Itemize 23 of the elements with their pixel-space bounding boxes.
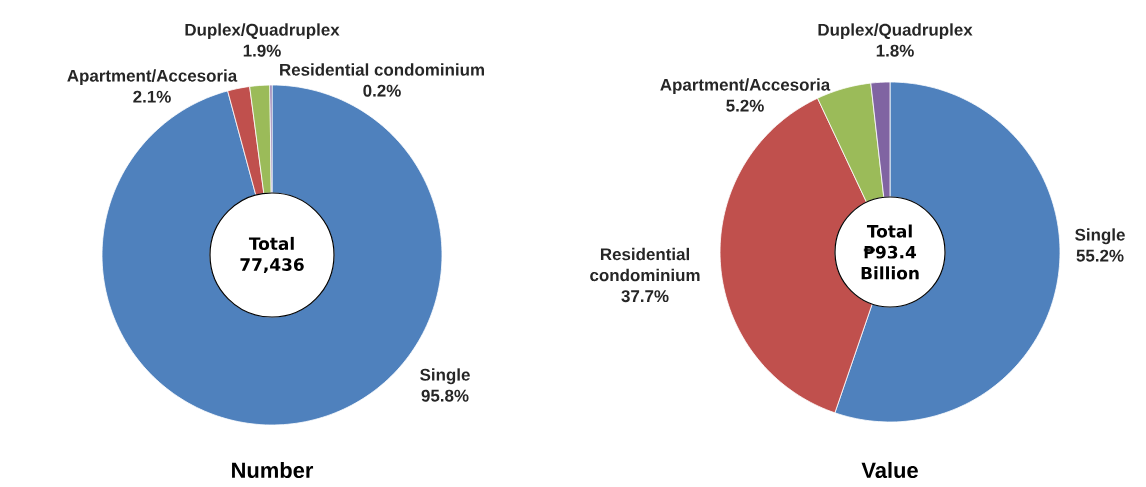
text: Total [248,236,294,251]
slice-label: Single [420,368,470,385]
text: Number [232,461,314,479]
data-label: 37.7% [621,290,669,303]
data-label: 95.8% [421,389,469,402]
slice-label: Apartment/Accesoria [660,78,831,95]
data-label: 5.2% [726,99,764,112]
slice-label: Duplex/Quadruplex [818,23,973,40]
data-label: 55.2% [1076,249,1124,262]
text: Billion [861,266,919,280]
data-label: 1.8% [876,44,914,57]
slice-label: Residential condominium [590,247,700,282]
data-label: 1.9% [243,44,281,57]
slice-label: Duplex/Quadruplex [185,23,340,40]
slice-label: Apartment/Accesoria [67,69,238,86]
data-label: 0.2% [363,84,401,97]
text: Value [861,461,918,479]
text: 77,436 [240,258,304,274]
text: ₱93.4 [863,245,917,259]
text: Total [866,224,912,238]
slice-label: Single [1075,228,1125,245]
slice-label: Residential condominium [280,63,484,76]
data-label: 2.1% [133,90,171,103]
